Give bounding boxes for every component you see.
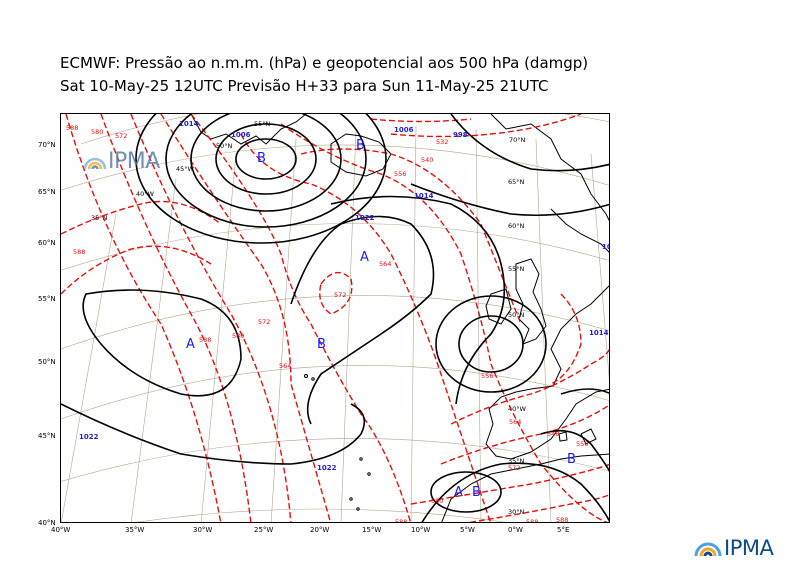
ipma-logo: IPMA — [694, 536, 774, 560]
low-pressure-center: B — [317, 337, 326, 352]
grid-label: 35°N — [508, 457, 525, 465]
lat-axis-label: 60°N — [38, 239, 56, 247]
geopotential-label: 532 — [436, 138, 448, 146]
chart-title-line-1: ECMWF: Pressão ao n.m.m. (hPa) e geopote… — [60, 54, 589, 72]
lat-axis-label: 40°N — [38, 519, 56, 527]
grid-label: 50°N — [508, 311, 525, 319]
coastlines — [190, 114, 609, 522]
ipma-logo-watermark: IPMA — [83, 149, 160, 174]
geopotential-label: 580 — [431, 497, 443, 505]
isobar-label: 1014 — [179, 120, 199, 128]
grid-label: 45°W — [176, 165, 195, 173]
lon-axis-label: 20°W — [310, 526, 330, 534]
lon-axis-label: 40°W — [51, 526, 71, 534]
ipma-logo-icon — [83, 157, 107, 169]
isobar-label: 1006 — [394, 126, 414, 134]
lat-axis-label: 70°N — [38, 141, 56, 149]
lon-axis-label: 0°W — [508, 526, 523, 534]
lon-axis-label: 15°W — [362, 526, 382, 534]
geopotential-label: 588 — [199, 336, 211, 344]
grid-label: 40°W — [136, 190, 155, 198]
lon-axis-label: 5°E — [557, 526, 570, 534]
isobar-label: 1014 — [414, 192, 434, 200]
high-pressure-center: A — [186, 337, 195, 352]
isobar-label: 1022 — [602, 243, 610, 251]
lat-axis-label: 55°N — [38, 295, 56, 303]
lon-axis-label: 25°W — [254, 526, 274, 534]
high-pressure-center: A — [454, 485, 463, 500]
isobar-label: 1022 — [317, 464, 337, 472]
geopotential-label: 564 — [279, 362, 291, 370]
grid-label: 65°N — [508, 178, 525, 186]
lon-axis-label: 30°W — [193, 526, 213, 534]
lat-axis-label: 50°N — [38, 358, 56, 366]
lon-axis-label: 10°W — [411, 526, 431, 534]
lon-axis-label: 35°W — [125, 526, 145, 534]
geopotential-label: 564 — [509, 418, 521, 426]
ipma-logo-text: IPMA — [724, 536, 774, 560]
isobar-label: 1022 — [355, 214, 375, 222]
lon-axis-label: 5°W — [460, 526, 475, 534]
isobar-label: 1022 — [79, 433, 99, 441]
geopotential-label: 556 — [394, 170, 406, 178]
weather-map: 55°N 50°N 45°W 40°W 35°N 70°N 65°N 60°N … — [60, 113, 610, 523]
isobar-label: 1014 — [589, 329, 609, 337]
geopotential-label: 588 — [73, 248, 85, 256]
lat-axis-label: 45°N — [38, 432, 56, 440]
geopotential-label: 572 — [334, 291, 346, 299]
geopotential-label: 588 — [66, 124, 78, 132]
low-pressure-center: B — [257, 151, 266, 166]
geopotential-contours — [61, 114, 609, 522]
geopotential-label: 588 — [395, 518, 407, 523]
geopotential-label: 572 — [258, 318, 270, 326]
geopotential-label: 548 — [547, 430, 559, 438]
geopotential-label: 556 — [481, 372, 493, 380]
isobar-label: 1006 — [231, 131, 251, 139]
geopotential-label: 540 — [421, 156, 433, 164]
high-pressure-center: A — [360, 250, 369, 265]
grid-label: 35°N — [91, 214, 108, 222]
geopotential-label: 572 — [508, 464, 520, 472]
chart-title-line-2: Sat 10-May-25 12UTC Previsão H+33 para S… — [60, 77, 549, 95]
grid-label: 40°W — [508, 405, 527, 413]
low-pressure-center: B — [567, 452, 576, 467]
geopotential-label: 572 — [115, 132, 127, 140]
grid-label: 50°N — [216, 142, 233, 150]
lat-axis-label: 65°N — [38, 188, 56, 196]
geopotential-label: 580 — [91, 128, 103, 136]
isobar-label: 998 — [453, 131, 468, 139]
low-pressure-center: B — [356, 138, 365, 153]
geopotential-label: 556 — [576, 440, 588, 448]
grid-label: 60°N — [508, 222, 525, 230]
ipma-logo-icon — [694, 542, 722, 557]
grid-label: 30°N — [508, 508, 525, 516]
grid-label: 70°N — [509, 136, 526, 144]
isobar-contours — [61, 114, 609, 522]
geopotential-label: 588 — [526, 518, 538, 523]
ipma-logo-text: IPMA — [108, 149, 160, 174]
geopotential-label: 588 — [556, 516, 568, 523]
geopotential-label: 580 — [232, 332, 244, 340]
low-pressure-center: B — [472, 485, 481, 500]
geopotential-label: 564 — [379, 260, 391, 268]
graticule — [61, 114, 609, 522]
